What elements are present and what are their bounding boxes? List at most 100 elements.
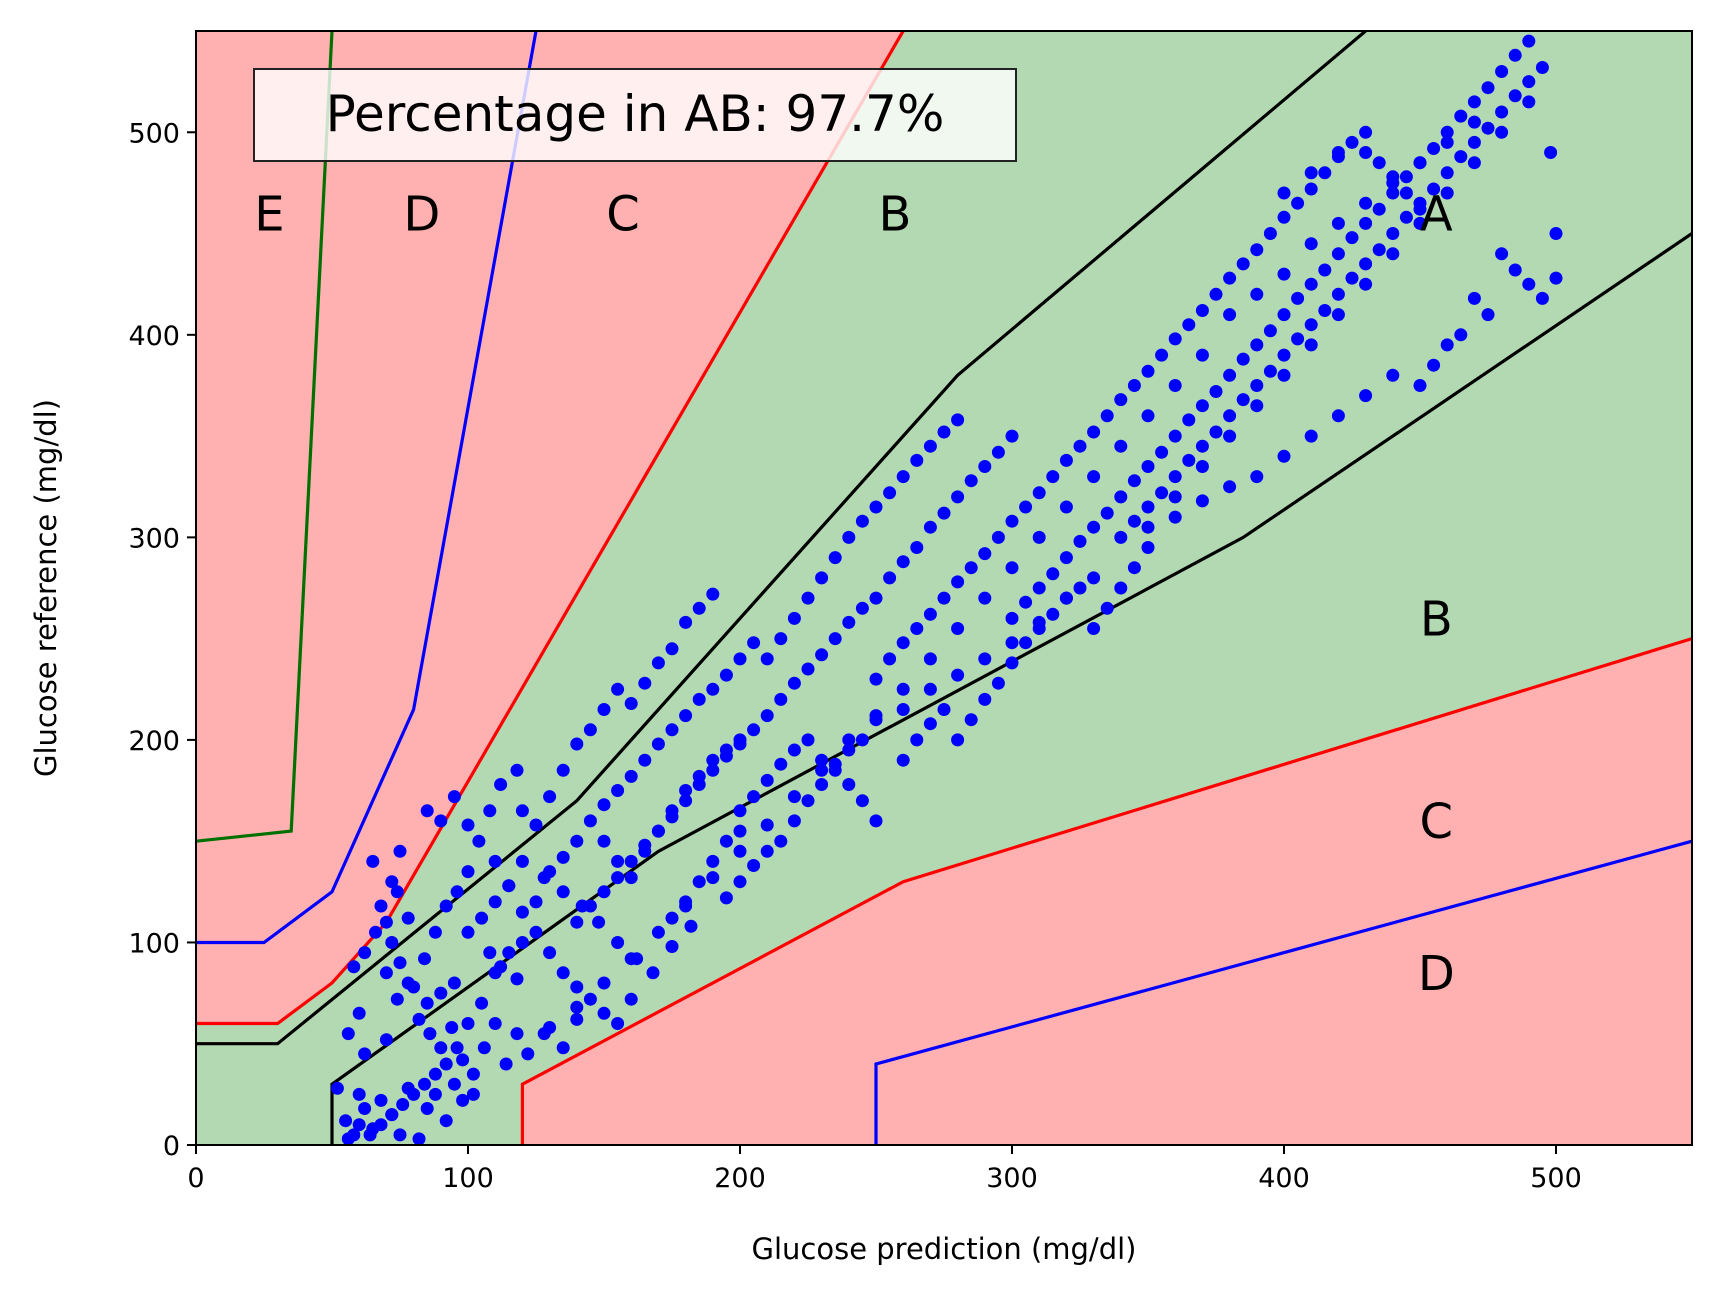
data-point: [556, 966, 570, 980]
data-points: [330, 34, 1563, 1145]
data-point: [1304, 166, 1318, 180]
data-point: [624, 697, 638, 710]
data-point: [570, 1012, 584, 1026]
data-point: [401, 911, 415, 925]
data-point: [529, 925, 543, 939]
data-point: [1209, 385, 1223, 398]
y-tick-label: 200: [128, 726, 180, 757]
data-point: [1454, 328, 1468, 342]
data-point: [1114, 490, 1128, 504]
data-point: [1223, 271, 1237, 285]
data-point: [1291, 291, 1305, 305]
data-point: [1318, 304, 1332, 317]
data-point: [521, 1047, 535, 1061]
data-point: [1359, 146, 1373, 159]
data-point: [515, 905, 529, 919]
data-point: [515, 936, 529, 949]
data-point: [679, 709, 693, 723]
data-point: [515, 804, 529, 818]
data-point: [883, 486, 897, 500]
data-point: [1522, 277, 1536, 291]
data-point: [570, 980, 584, 994]
data-point: [488, 1017, 502, 1030]
data-point: [1495, 247, 1509, 261]
zone-boundary-lines: [196, 31, 1692, 1145]
zone-line-d-upper: [196, 31, 538, 945]
data-point: [1277, 348, 1291, 362]
data-point: [515, 854, 529, 868]
data-point: [869, 709, 883, 723]
data-point: [1359, 196, 1373, 210]
data-point: [624, 854, 638, 868]
data-point: [869, 814, 883, 828]
data-point: [624, 992, 638, 1006]
data-point: [937, 506, 951, 520]
data-point: [1263, 364, 1277, 378]
data-point: [434, 1041, 448, 1055]
data-point: [1413, 216, 1427, 230]
data-point: [1141, 520, 1155, 534]
data-point: [1127, 474, 1141, 488]
x-tick-label: 300: [986, 1163, 1038, 1194]
data-point: [1182, 318, 1196, 332]
data-point: [428, 1087, 442, 1101]
data-point: [412, 1132, 426, 1145]
data-point: [583, 992, 597, 1006]
data-point: [855, 601, 869, 615]
data-point: [597, 834, 611, 848]
zone-label-c: C: [1420, 794, 1454, 850]
data-point: [1059, 500, 1073, 514]
data-point: [1059, 591, 1073, 605]
data-point: [543, 1021, 557, 1034]
zone-line-c-lower: [520, 637, 1692, 1145]
data-point: [611, 1017, 625, 1030]
data-point: [1250, 399, 1264, 413]
data-point: [951, 490, 965, 504]
plot-frame: [195, 30, 1693, 1146]
data-point: [461, 925, 475, 939]
data-point: [1372, 202, 1386, 216]
data-point: [1467, 135, 1481, 149]
data-point: [733, 844, 747, 858]
data-point: [1481, 121, 1495, 135]
data-point: [1304, 318, 1318, 332]
zone-line-c-upper: [196, 31, 905, 1026]
data-point: [1427, 142, 1441, 155]
data-point: [420, 804, 434, 818]
data-point: [1005, 656, 1019, 670]
data-point: [923, 520, 937, 534]
data-point: [1522, 75, 1536, 89]
data-point: [828, 632, 842, 646]
data-point: [1087, 571, 1101, 585]
data-point: [412, 1012, 426, 1026]
data-point: [1399, 170, 1413, 184]
data-point: [358, 946, 372, 960]
data-point: [638, 838, 652, 852]
data-point: [1182, 413, 1196, 427]
data-point: [1223, 368, 1237, 382]
data-point: [651, 737, 665, 751]
data-point: [1236, 257, 1250, 271]
data-point: [1032, 622, 1046, 635]
data-point: [1481, 81, 1495, 95]
data-point: [1087, 425, 1101, 439]
data-point: [787, 676, 801, 690]
data-point: [828, 757, 842, 771]
data-point: [385, 1108, 399, 1122]
data-point: [855, 794, 869, 808]
data-point: [456, 1053, 470, 1067]
data-point: [774, 692, 788, 706]
data-point: [787, 611, 801, 625]
data-point: [1263, 227, 1277, 240]
data-point: [978, 692, 992, 706]
data-point: [1223, 308, 1237, 322]
data-point: [1141, 500, 1155, 514]
data-point: [570, 915, 584, 929]
zone-label-c: C: [606, 186, 640, 242]
data-point: [774, 757, 788, 771]
data-point: [611, 854, 625, 868]
zone-cde-fills: [196, 31, 1692, 1145]
data-point: [665, 804, 679, 818]
data-point: [1277, 210, 1291, 224]
data-point: [1427, 182, 1441, 196]
